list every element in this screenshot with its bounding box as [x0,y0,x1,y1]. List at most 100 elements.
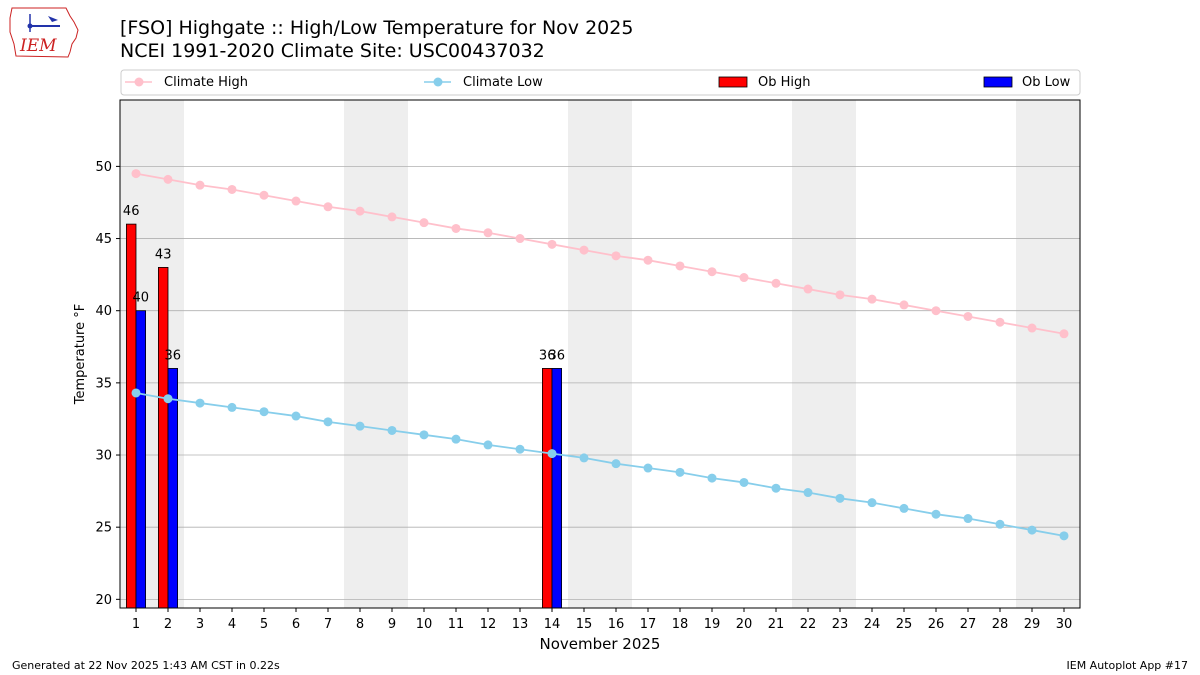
legend-ob-low-label: Ob Low [1022,75,1071,90]
climate-low-point-day-8 [355,421,365,431]
climate-low-point-day-7 [323,417,333,427]
y-tick-label-40: 40 [95,304,112,319]
x-tick-label-27: 27 [960,617,977,632]
ob-high-label-day-2: 43 [155,247,172,262]
climate-high-line [135,172,1065,335]
x-tick-label-7: 7 [324,617,332,632]
climate-low-point-day-29 [1027,525,1037,535]
x-tick-label-25: 25 [896,617,913,632]
climate-high-point-day-30 [1059,329,1069,339]
climate-low-point-day-27 [963,514,973,524]
x-tick-label-6: 6 [292,617,300,632]
climate-low-point-day-6 [291,411,301,421]
x-tick-label-19: 19 [704,617,721,632]
legend-ob-low-swatch [983,76,1013,88]
climate-high-point-day-2 [163,174,173,184]
climate-low-point-day-17 [643,463,653,473]
x-tick-label-20: 20 [736,617,753,632]
logo-wind-vane-icon [48,16,58,22]
x-tick-label-9: 9 [388,617,396,632]
climate-high-point-day-20 [739,273,749,283]
x-tick-label-14: 14 [544,617,561,632]
legend-climate-high-label: Climate High [164,75,248,90]
x-axis-label: November 2025 [540,635,661,653]
x-tick-label-10: 10 [416,617,433,632]
x-tick-label-4: 4 [228,617,236,632]
ob-low-bar-day-2 [167,368,179,609]
climate-high-point-day-14 [547,239,557,249]
x-tick-label-21: 21 [768,617,785,632]
climate-low-point-day-19 [707,473,717,483]
climate-high-point-day-18 [675,261,685,271]
legend-ob-low: Ob Low [983,75,1071,90]
x-tick-label-12: 12 [480,617,497,632]
climate-high-point-day-24 [867,294,877,304]
app-credit: IEM Autoplot App #17 [1066,659,1189,672]
x-tick-label-16: 16 [608,617,625,632]
x-tick-label-26: 26 [928,617,945,632]
legend-ob-high-label: Ob High [758,75,811,90]
climate-high-point-day-19 [707,267,717,277]
climate-low-point-day-30 [1059,531,1069,541]
y-tick-label-25: 25 [95,521,112,536]
weekend-shade-8 [344,100,408,608]
climate-low-point-day-28 [995,519,1005,529]
climate-low-point-day-4 [227,402,237,412]
climate-high-point-day-25 [899,300,909,310]
x-tick-label-11: 11 [448,617,465,632]
legend-climate-low: Climate Low [424,75,543,90]
legend-frame [120,69,1081,96]
climate-high-point-day-7 [323,202,333,212]
climate-high-point-day-1 [131,169,141,179]
climate-low-point-day-12 [483,440,493,450]
legend: Climate High Climate Low Ob High Ob Low [120,69,1081,96]
climate-low-point-day-9 [387,425,397,435]
climate-high-point-day-28 [995,317,1005,327]
legend-ob-high: Ob High [718,75,811,90]
ob-high-label-day-1: 46 [123,204,140,219]
x-tick-label-2: 2 [164,617,172,632]
weekend-shade-29 [1016,100,1080,608]
ob-low-bar-day-1 [135,310,147,609]
climate-high-point-day-26 [931,306,941,316]
climate-low-point-day-1 [131,388,141,398]
x-tick-label-3: 3 [196,617,204,632]
climate-low-point-day-25 [899,503,909,513]
legend-climate-high-marker [134,77,144,87]
y-tick-label-35: 35 [95,376,112,391]
x-tick-label-18: 18 [672,617,689,632]
climate-high-point-day-10 [419,218,429,228]
climate-low-point-day-22 [803,488,813,498]
logo-sensor-icon [27,23,33,29]
generated-timestamp: Generated at 22 Nov 2025 1:43 AM CST in … [12,659,280,672]
legend-ob-high-swatch [718,76,748,88]
climate-low-point-day-21 [771,483,781,493]
x-tick-label-29: 29 [1024,617,1041,632]
climate-high-point-day-8 [355,206,365,216]
ob-high-label-day-14: 36 [539,348,556,363]
climate-high-point-day-16 [611,251,621,261]
climate-low-point-day-11 [451,434,461,444]
legend-climate-low-marker [433,77,443,87]
climate-high-point-day-3 [195,180,205,190]
chart-subtitle: NCEI 1991-2020 Climate Site: USC00437032 [120,40,545,62]
x-tick-label-23: 23 [832,617,849,632]
y-tick-label-45: 45 [95,232,112,247]
x-tick-label-8: 8 [356,617,364,632]
legend-climate-high: Climate High [125,75,248,90]
x-tick-label-15: 15 [576,617,593,632]
climate-high-point-day-23 [835,290,845,300]
climate-low-point-day-5 [259,407,269,417]
climate-low-point-day-26 [931,509,941,519]
climate-high-point-day-12 [483,228,493,238]
climate-high-point-day-11 [451,223,461,233]
x-tick-label-28: 28 [992,617,1009,632]
ob-low-label-day-2: 36 [165,348,182,363]
axes-frame [119,99,1081,609]
climate-high-point-day-15 [579,245,589,255]
iem-logo: IEM [9,7,79,58]
climate-high-point-day-22 [803,284,813,294]
climate-high-point-day-27 [963,311,973,321]
